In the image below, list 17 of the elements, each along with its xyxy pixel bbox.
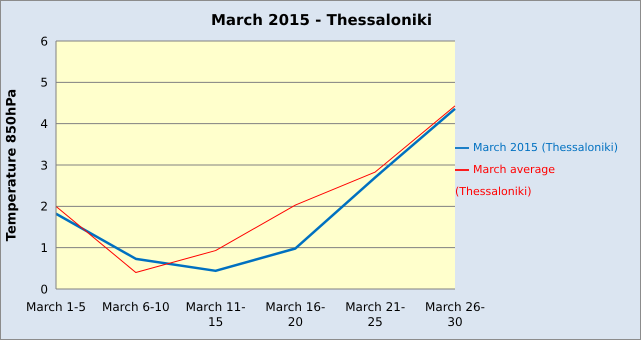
y-tick-label: 3 [40,158,48,172]
y-tick-label: 2 [40,200,48,214]
y-tick-label: 6 [40,34,48,48]
y-axis-title: Temperature 850hPa [4,88,20,242]
x-tick-label: March 1-5 [26,300,86,314]
x-tick-label: March 6-10 [102,300,170,314]
chart-title: March 2015 - Thessaloniki [210,11,434,29]
x-tick-label: March 16-20 [265,300,326,329]
y-tick-label: 5 [40,76,48,90]
x-tick-label: March 11-15 [186,300,246,329]
y-tick-label: 1 [40,240,48,255]
y-tick-label: 0 [40,282,48,296]
x-tick-label: March 21-25 [345,300,406,329]
y-tick-label: 4 [40,116,48,131]
x-tick-label: March 26-30 [425,300,485,329]
legend-label: March average (Thessaloniki) [455,163,556,198]
legend-label: March 2015 (Thessaloniki) [473,141,618,154]
